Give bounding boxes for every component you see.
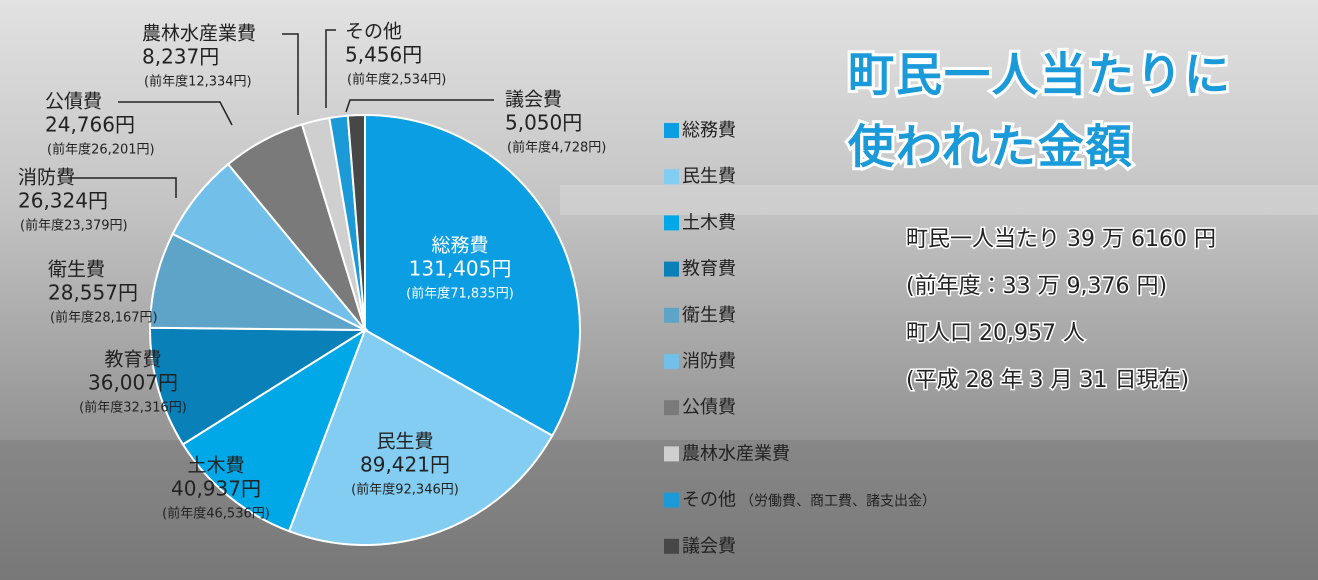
legend-label: 教育費 — [682, 259, 736, 280]
slice-previous: (前年度92,346円) — [351, 482, 459, 498]
slice-name: 議会費 — [505, 89, 562, 111]
pie-slice — [346, 113, 366, 331]
slice-value: 26,324円 — [18, 189, 108, 213]
legend-label: 衛生費 — [682, 305, 736, 326]
slice-name: 農林水産業費 — [142, 23, 256, 45]
leader-line — [345, 99, 494, 113]
slice-value: 5,456円 — [345, 43, 422, 67]
leader-line — [68, 177, 177, 198]
legend-label: 土木費 — [682, 212, 736, 233]
legend-swatch — [664, 307, 679, 323]
slice-name: 公債費 — [45, 91, 102, 113]
legend-label: 消防費 — [682, 351, 736, 372]
legend-label: その他 — [682, 490, 736, 511]
slice-previous: (前年度28,167円) — [50, 310, 158, 326]
legend-swatch — [664, 169, 679, 185]
legend-label: 議会費 — [682, 536, 736, 557]
legend-swatch — [664, 261, 679, 277]
info-line: 町人口 20,957 人 — [906, 321, 1085, 346]
slice-name: その他 — [345, 21, 402, 43]
chart-title: 使われた金額 — [848, 120, 1134, 174]
legend-label: 民生費 — [682, 166, 736, 187]
pie-slice — [181, 327, 367, 533]
slice-value: 40,937円 — [171, 477, 261, 501]
slice-previous: (前年度23,379円) — [20, 218, 128, 234]
legend-label: 公債費 — [682, 397, 736, 418]
slice-previous: (前年度46,536円) — [162, 506, 270, 522]
leader-line — [282, 33, 299, 115]
slice-name: 民生費 — [376, 431, 433, 453]
slice-name: 総務費 — [431, 235, 488, 257]
pie-slice — [364, 113, 581, 437]
slice-name: 土木費 — [187, 455, 244, 477]
slice-previous: (前年度12,334円) — [144, 74, 252, 90]
slice-previous: (前年度32,316円) — [79, 400, 187, 416]
slice-previous: (前年度4,728円) — [507, 140, 606, 156]
pie — [149, 113, 581, 546]
legend-swatch — [664, 492, 679, 508]
pie-slice — [287, 328, 554, 546]
info-line: (平成 28 年 3 月 31 日現在) — [906, 368, 1189, 393]
chart-title: 町民一人当たりに — [848, 48, 1232, 102]
slice-value: 89,421円 — [360, 453, 450, 477]
slice-value: 8,237円 — [142, 45, 219, 69]
slice-value: 28,557円 — [48, 281, 138, 305]
legend-note: （労働費、商工費、諸支出金） — [740, 494, 936, 510]
legend-swatch — [664, 400, 679, 416]
slice-name: 消防費 — [18, 167, 75, 189]
legend-swatch — [664, 123, 679, 138]
info: 町民一人当たり 39 万 6160 円 (前年度：33 万 9,376 円) 町人口… — [905, 226, 1218, 395]
leader-line — [325, 29, 336, 108]
legend-swatch — [664, 354, 679, 369]
leader-line — [118, 101, 233, 126]
slice-previous: (前年度26,201円) — [47, 142, 155, 158]
slice-value: 131,405円 — [409, 257, 512, 281]
slice-previous: (前年度71,835円) — [406, 286, 514, 302]
info-line: 町民一人当たり 39 万 6160 円 — [906, 227, 1216, 252]
pie-slice — [149, 326, 369, 446]
slice-value: 36,007円 — [88, 371, 178, 395]
slice-value: 24,766円 — [45, 113, 135, 137]
legend-label: 総務費 — [682, 120, 736, 141]
legend-swatch — [664, 215, 679, 231]
background-band — [560, 185, 1318, 215]
slice-value: 5,050円 — [505, 111, 582, 135]
legend-swatch — [664, 446, 679, 462]
legend-label: 農林水産業費 — [682, 443, 790, 464]
slice-previous: (前年度2,534円) — [347, 72, 446, 88]
info-line: (前年度：33 万 9,376 円) — [906, 274, 1167, 299]
legend-swatch — [664, 538, 679, 554]
slice-name: 衛生費 — [48, 259, 105, 281]
slice-name: 教育費 — [104, 349, 161, 371]
